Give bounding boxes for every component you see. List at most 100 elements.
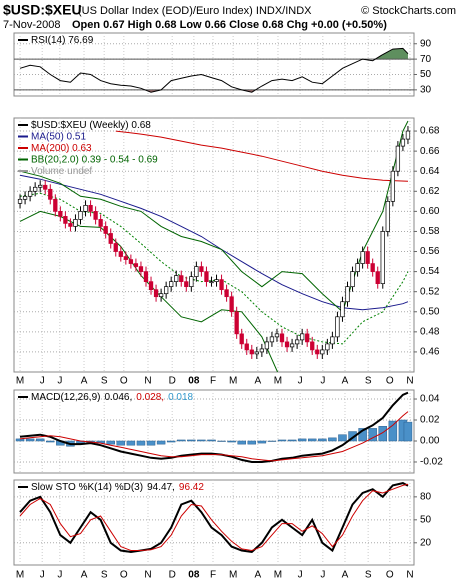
histogram-bar [207, 439, 216, 442]
rsi-shade [362, 48, 408, 60]
histogram-bar [378, 426, 388, 442]
candle-body [33, 186, 38, 192]
candle-body [73, 219, 78, 227]
legend-text: MA(50) 0.51 [31, 131, 86, 142]
candle-body [229, 296, 234, 313]
y-tick-label: 20 [420, 537, 432, 548]
x-tick-label: A [342, 376, 349, 387]
y-tick-label: 0.00 [420, 436, 440, 447]
x-tick-label: A [254, 376, 261, 387]
histogram-bar [247, 440, 257, 445]
candle-body [219, 279, 224, 291]
x-tick-label: A [254, 570, 261, 581]
candle-body [88, 204, 93, 212]
candle-body [284, 341, 290, 348]
histogram-bar [307, 438, 317, 442]
candle-body [380, 231, 385, 285]
x-tick-label: J [40, 376, 45, 387]
candle-body [204, 271, 209, 282]
candle-body [83, 204, 88, 212]
candle-body [254, 351, 259, 355]
x-tick-label: 08 [188, 376, 200, 387]
series-line [19, 411, 409, 462]
y-tick-label: 0.58 [420, 226, 440, 237]
x-tick-label: D [169, 570, 176, 581]
panel-frame [13, 389, 415, 474]
histogram-bar [277, 439, 287, 442]
candle-body [244, 343, 249, 351]
candle-body [118, 251, 123, 257]
legend-part: 94.47, [147, 482, 175, 493]
histogram-bar [257, 440, 267, 444]
legend-text: $USD:$XEU (Weekly) 0.68 [31, 120, 151, 131]
candle-body [264, 341, 270, 350]
candle-body [138, 266, 144, 272]
copyright: © StockCharts.com [361, 5, 456, 17]
x-tick-label: A [342, 570, 349, 581]
x-tick-label: M [16, 376, 24, 387]
legend-part: 0.018 [168, 392, 193, 403]
legend-part: RSI(14) 76.69 [31, 35, 94, 46]
x-tick-label: N [144, 376, 151, 387]
y-tick-label: 50 [420, 514, 432, 525]
x-tick-label: J [57, 570, 62, 581]
y-tick-label: 0.62 [420, 186, 440, 197]
candle-body [360, 251, 365, 264]
x-tick-label: A [81, 570, 88, 581]
candle-body [259, 348, 265, 353]
candle-body [153, 289, 159, 298]
candle-body [390, 170, 395, 202]
y-tick-label: -0.02 [420, 457, 443, 468]
legend-part: 0.046, [104, 392, 132, 403]
histogram-bar [227, 440, 236, 443]
candle-body [133, 263, 139, 267]
x-tick-label: J [298, 570, 303, 581]
plot-area [17, 120, 411, 372]
histogram-bar [35, 438, 45, 442]
x-tick-label: O [120, 376, 128, 387]
candle-body [274, 333, 280, 338]
plot-area [14, 47, 414, 93]
histogram-bar [197, 439, 206, 442]
candle-body [68, 223, 73, 227]
candle-body [163, 286, 169, 295]
candle-body [27, 190, 33, 197]
candle-body [93, 211, 98, 220]
x-tick-label: 08 [188, 570, 200, 581]
candle-body [53, 198, 58, 212]
candle-body [43, 184, 48, 190]
x-tick-label: S [101, 570, 108, 581]
y-tick-label: 0.60 [420, 206, 440, 217]
candle-body [214, 279, 219, 282]
candle-body [38, 184, 43, 188]
candle-body [315, 349, 320, 355]
x-tick-label: F [210, 376, 216, 387]
candle-body [98, 219, 103, 227]
histogram-bar [328, 437, 337, 442]
x-tick-label: J [320, 376, 325, 387]
histogram-bar [338, 434, 347, 442]
x-tick-label: M [274, 376, 282, 387]
legend-text: RSI(14) 76.69 [31, 35, 94, 46]
histogram-bar [136, 440, 146, 446]
histogram-bar [297, 438, 307, 442]
histogram-bar [287, 439, 297, 442]
histogram-bar [156, 440, 166, 445]
candle-body [209, 281, 214, 283]
x-tick-label: A [81, 376, 88, 387]
candle-body [400, 138, 406, 147]
y-tick-label: 70 [420, 54, 432, 65]
candle-body [224, 289, 229, 298]
candle-body [78, 211, 83, 220]
x-tick-label: J [40, 570, 45, 581]
overlay-line [19, 210, 279, 372]
y-tick-label: 30 [420, 84, 432, 95]
x-tick-label: D [169, 376, 176, 387]
histogram-bar [106, 440, 115, 445]
series-line [19, 47, 409, 93]
legend-part: 0.028, [136, 392, 164, 403]
candle-body [325, 343, 330, 351]
y-tick-label: 0.52 [420, 286, 440, 297]
